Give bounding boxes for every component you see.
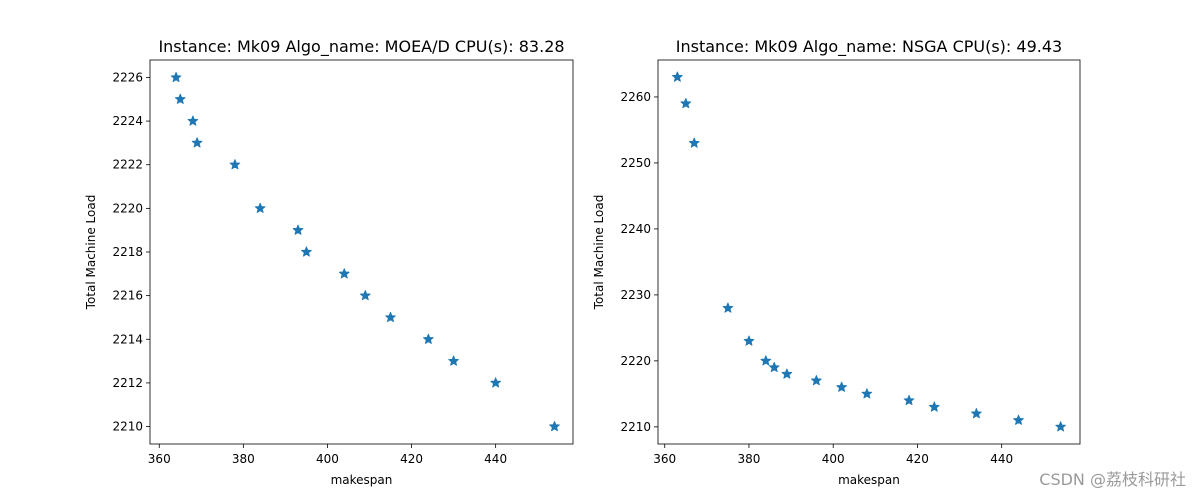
y-tick-label-1-2222: 2222 <box>112 158 143 172</box>
data-point-2-7 <box>768 361 780 373</box>
data-point-1-12 <box>423 333 434 344</box>
y-tick-label-1-2218: 2218 <box>112 245 143 259</box>
data-point-1-1 <box>170 71 182 83</box>
x-tick-label-2-400: 400 <box>822 452 845 466</box>
y-tick-label-2-2240: 2240 <box>620 222 651 236</box>
y-tick-label-1-2220: 2220 <box>112 201 143 215</box>
y-tick-label-1-2216: 2216 <box>112 289 143 303</box>
data-point-1-14 <box>490 377 501 388</box>
data-point-2-16 <box>1055 421 1066 432</box>
x-tick-label-1-440: 440 <box>484 452 507 466</box>
data-point-2-9 <box>811 375 822 386</box>
data-point-2-15 <box>1013 414 1024 425</box>
data-point-2-6 <box>760 355 772 366</box>
y-tick-label-2-2210: 2210 <box>620 420 651 434</box>
y-axis-label-1: Total Machine Load <box>84 195 98 311</box>
data-point-1-7 <box>292 224 304 235</box>
data-point-1-3 <box>187 115 199 126</box>
data-point-2-4 <box>722 302 734 313</box>
data-point-2-5 <box>743 335 755 346</box>
y-tick-label-1-2214: 2214 <box>112 332 143 346</box>
data-point-1-10 <box>359 290 371 301</box>
x-tick-label-2-420: 420 <box>906 452 929 466</box>
data-point-1-13 <box>448 355 459 366</box>
y-tick-label-2-2250: 2250 <box>620 156 651 170</box>
data-point-1-9 <box>338 268 350 279</box>
y-tick-label-1-2226: 2226 <box>112 70 143 84</box>
data-point-2-14 <box>971 408 982 419</box>
x-tick-label-1-420: 420 <box>400 452 423 466</box>
data-point-1-8 <box>301 246 312 257</box>
data-point-2-11 <box>861 388 873 399</box>
x-axis-label-1: makespan <box>331 473 393 487</box>
y-tick-label-2-2230: 2230 <box>620 288 651 302</box>
data-point-2-3 <box>688 137 700 148</box>
y-tick-label-1-2212: 2212 <box>112 376 143 390</box>
axes-frame-1 <box>149 59 574 445</box>
y-tick-label-1-2224: 2224 <box>112 114 143 128</box>
data-point-2-12 <box>903 394 915 406</box>
data-point-2-2 <box>680 97 692 109</box>
data-point-1-11 <box>385 311 396 323</box>
x-tick-label-2-360: 360 <box>653 452 676 466</box>
x-tick-label-2-380: 380 <box>738 452 761 466</box>
data-point-2-10 <box>836 381 847 392</box>
x-tick-label-2-440: 440 <box>990 452 1013 466</box>
x-tick-label-1-360: 360 <box>148 452 171 466</box>
data-point-2-13 <box>928 401 940 412</box>
data-point-1-6 <box>254 202 266 213</box>
watermark-text: CSDN @荔枝科研社 <box>1039 470 1186 489</box>
data-point-1-15 <box>549 420 560 432</box>
y-axis-label-2: Total Machine Load <box>592 195 606 311</box>
y-tick-label-2-2220: 2220 <box>620 354 651 368</box>
y-tick-label-1-2210: 2210 <box>112 420 143 434</box>
x-axis-label-2: makespan <box>838 473 900 487</box>
data-point-2-8 <box>781 368 793 379</box>
axes-frame-2 <box>657 59 1081 445</box>
data-point-1-5 <box>229 159 241 170</box>
y-tick-label-2-2260: 2260 <box>620 90 651 104</box>
data-point-1-2 <box>174 93 186 104</box>
chart-title-1: Instance: Mk09 Algo_name: MOEA/D CPU(s):… <box>158 37 564 57</box>
chart-panel-1: Instance: Mk09 Algo_name: MOEA/D CPU(s):… <box>84 37 574 487</box>
data-point-2-1 <box>672 71 683 82</box>
chart-title-2: Instance: Mk09 Algo_name: NSGA CPU(s): 4… <box>676 37 1062 57</box>
x-tick-label-1-400: 400 <box>316 452 339 466</box>
x-tick-label-1-380: 380 <box>232 452 255 466</box>
chart-panel-2: Instance: Mk09 Algo_name: NSGA CPU(s): 4… <box>592 37 1081 487</box>
data-point-1-4 <box>191 137 203 148</box>
